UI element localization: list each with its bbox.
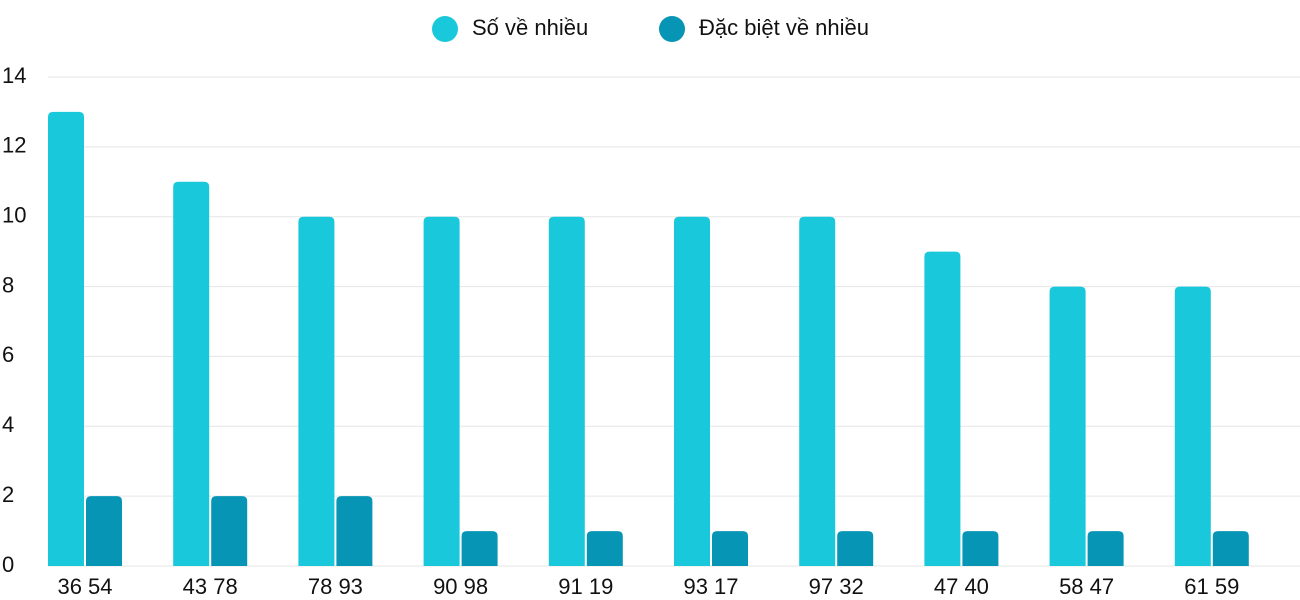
bar	[461, 531, 498, 566]
bar	[211, 496, 248, 566]
y-tick-label: 10	[2, 203, 26, 228]
legend-marker	[659, 16, 685, 42]
bar	[423, 216, 460, 566]
bar	[586, 531, 623, 566]
bar	[674, 216, 710, 566]
bar	[712, 531, 748, 566]
x-tick-label: 43 78	[183, 574, 238, 599]
y-tick-label: 0	[2, 552, 14, 577]
bar	[1049, 286, 1086, 566]
y-tick-label: 12	[2, 133, 26, 158]
x-tick-label: 36 54	[57, 574, 112, 599]
bar	[86, 496, 122, 566]
bar	[1212, 531, 1249, 566]
y-tick-label: 4	[2, 412, 14, 437]
bar	[924, 251, 961, 566]
y-tick-label: 6	[2, 342, 14, 367]
x-tick-label: 78 93	[308, 574, 363, 599]
legend-label: Số về nhiều	[472, 15, 588, 40]
bar	[1087, 531, 1124, 566]
y-tick-label: 2	[2, 482, 14, 507]
bar	[799, 216, 836, 566]
x-tick-label: 90 98	[433, 574, 488, 599]
bar	[48, 111, 84, 566]
bar	[336, 496, 373, 566]
legend-marker	[432, 16, 458, 42]
y-tick-label: 8	[2, 272, 14, 297]
bar	[837, 531, 874, 566]
bar	[962, 531, 999, 566]
bar	[298, 216, 335, 566]
x-tick-label: 47 40	[934, 574, 989, 599]
bar	[1174, 286, 1211, 566]
y-tick-label: 14	[2, 63, 26, 88]
x-tick-label: 61 59	[1184, 574, 1239, 599]
legend-label: Đặc biệt về nhiều	[699, 15, 869, 40]
x-tick-label: 93 17	[683, 574, 738, 599]
x-tick-label: 97 32	[809, 574, 864, 599]
x-tick-label: 58 47	[1059, 574, 1114, 599]
x-tick-label: 91 19	[558, 574, 613, 599]
bar	[548, 216, 585, 566]
bar	[173, 181, 210, 567]
